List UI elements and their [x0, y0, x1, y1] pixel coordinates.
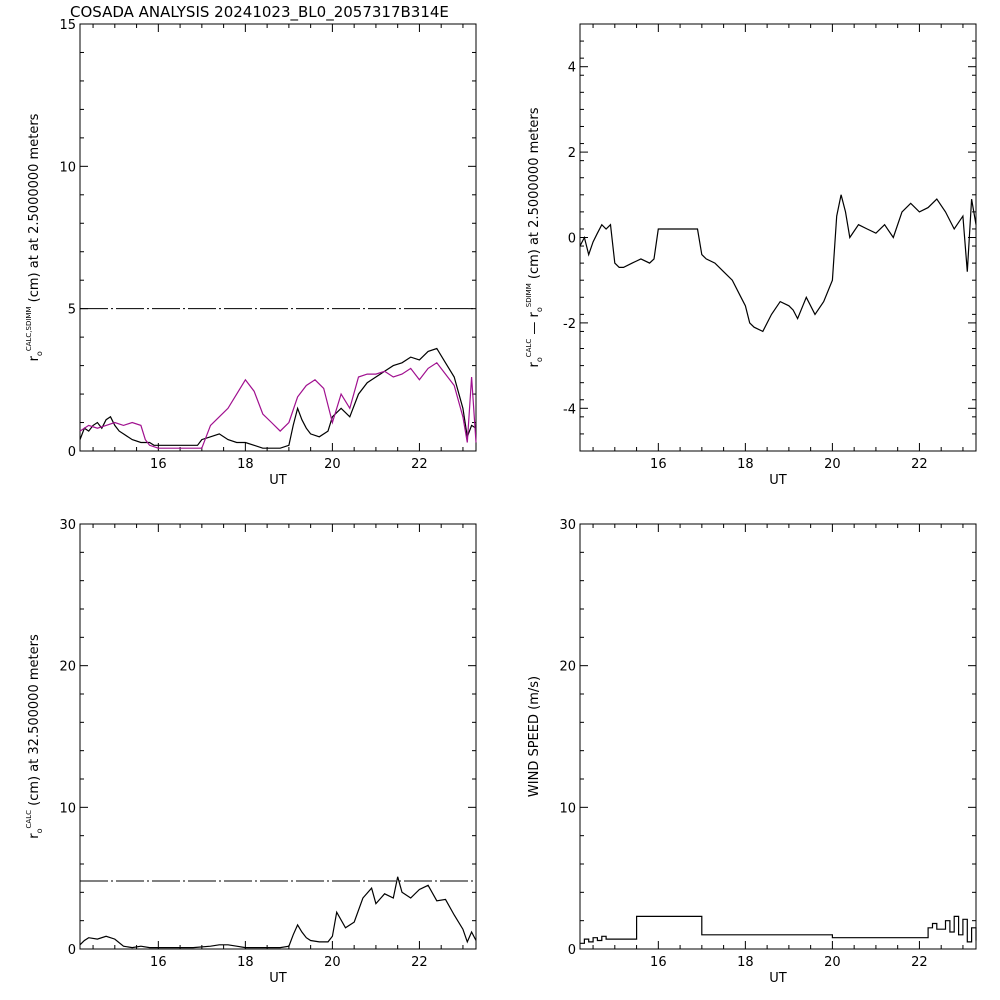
x-tick-label: 20: [824, 457, 841, 472]
y-tick-label: 10: [559, 801, 576, 816]
y-tick-label: 0: [568, 943, 576, 958]
y-tick-label: 4: [568, 61, 576, 76]
y-tick-label: -2: [563, 317, 576, 332]
x-tick-label: 16: [150, 457, 167, 472]
chart-panel-3: 16 18 20 22 0 10 20 30 UT roCALC (cm) at 32.50000…: [25, 518, 477, 986]
x-tick-label: 22: [411, 955, 428, 970]
series-line-2: [79, 361, 477, 449]
y-axis-label: roCALC,SDIMM (cm) at at 2.5000000 meters: [25, 113, 44, 361]
x-tick-label: 18: [237, 955, 254, 970]
x-axis-label: UT: [769, 971, 787, 986]
y-tick-label: 30: [59, 518, 76, 533]
x-tick-label: 22: [911, 955, 928, 970]
y-tick-label: 10: [59, 801, 76, 816]
series-line-1: [579, 194, 977, 333]
y-tick-label: 0: [68, 445, 76, 460]
x-axis-label: UT: [269, 473, 287, 488]
y-tick-label: 0: [568, 232, 576, 247]
x-tick-label: 16: [150, 955, 167, 970]
x-tick-label: 20: [324, 955, 341, 970]
x-tick-label: 18: [237, 457, 254, 472]
y-tick-label: 5: [68, 303, 76, 318]
chart-panel-1: 16 18 20 22 0 5 10 15 UT roCALC,SDIMM (cm) at at …: [25, 18, 477, 488]
y-tick-label: 30: [559, 518, 576, 533]
page-title: COSADA ANALYSIS 20241023_BL0_2057317B314…: [70, 3, 449, 21]
x-tick-label: 20: [824, 955, 841, 970]
x-tick-label: 18: [737, 457, 754, 472]
series-line-1: [79, 876, 477, 949]
x-tick-label: 20: [324, 457, 341, 472]
y-tick-label: 0: [68, 943, 76, 958]
y-tick-label: 15: [59, 18, 76, 33]
y-tick-label: 20: [59, 660, 76, 675]
y-tick-label: 10: [59, 160, 76, 175]
y-axis-label: roCALC (cm) at 32.500000 meters: [25, 634, 44, 839]
chart-panel-2: 16 18 20 22 -4 -2 0 2 4 UT roCALC — roSDIMM (cm) a…: [525, 23, 977, 488]
x-tick-label: 22: [411, 457, 428, 472]
series-line-1: [580, 915, 977, 944]
y-axis-label: WIND SPEED (m/s): [527, 676, 542, 797]
x-tick-label: 18: [737, 955, 754, 970]
plot-frame: [579, 23, 977, 452]
plot-frame: [79, 23, 477, 452]
x-tick-label: 16: [650, 457, 667, 472]
chart-panel-4: 16 18 20 22 0 10 20 30 UT WIND SPEED (m/s): [527, 518, 977, 986]
y-tick-label: 20: [559, 660, 576, 675]
plot-frame: [579, 523, 977, 950]
series-line-1: [79, 347, 477, 449]
x-tick-label: 16: [650, 955, 667, 970]
x-axis-label: UT: [269, 971, 287, 986]
x-axis-label: UT: [769, 473, 787, 488]
y-axis-label: roCALC — roSDIMM (cm) at 2.5000000 meter…: [525, 107, 544, 367]
y-tick-label: -4: [563, 402, 576, 417]
plot-frame: [79, 523, 477, 950]
y-tick-label: 2: [568, 146, 576, 161]
x-tick-label: 22: [911, 457, 928, 472]
